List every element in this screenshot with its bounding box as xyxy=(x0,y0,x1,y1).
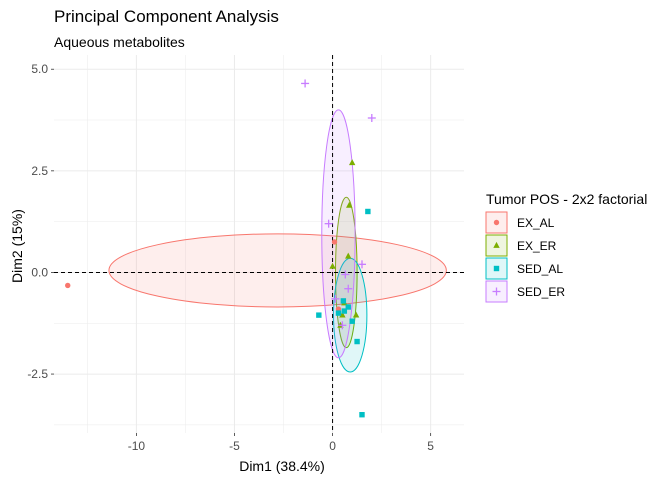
y-tick-label: -2.5 xyxy=(27,367,48,381)
point-sed-al xyxy=(341,308,348,314)
point-ex-er xyxy=(352,311,360,318)
legend-label: EX_AL xyxy=(517,216,555,230)
point-sed-er xyxy=(341,270,350,279)
point-ex-al xyxy=(335,306,342,312)
point-sed-al xyxy=(345,304,351,310)
data-points xyxy=(65,79,376,418)
point-ex-al xyxy=(331,239,338,245)
point-sed-al xyxy=(340,298,347,304)
point-sed-al xyxy=(354,338,360,345)
x-axis-title: Dim1 (38.4%) xyxy=(239,458,325,474)
chart-title: Principal Component Analysis xyxy=(54,7,279,26)
x-tick-label: 0 xyxy=(329,439,336,453)
point-sed-er xyxy=(344,284,353,293)
x-tick-label: -5 xyxy=(229,439,240,453)
legend-marker xyxy=(492,287,501,296)
legend-marker xyxy=(493,265,500,272)
ellipse-sed-er xyxy=(321,109,356,359)
legend-item-ex-al: EX_AL xyxy=(485,211,555,234)
y-tick-label: 2.5 xyxy=(31,164,48,178)
point-sed-er xyxy=(324,219,333,228)
legend: EX_AL EX_ER SED_AL SED_ER xyxy=(485,211,565,303)
legend-item-sed-al: SED_AL xyxy=(485,257,563,280)
confidence-ellipses xyxy=(108,109,447,373)
point-sed-er xyxy=(357,260,366,269)
point-ex-er xyxy=(348,159,356,166)
tick-labels: -10 -5 0 5 -2.5 0.0 2.5 5.0 xyxy=(27,62,434,453)
y-tick-label: 0.0 xyxy=(31,265,48,279)
point-ex-er xyxy=(339,311,346,318)
point-ex-al xyxy=(65,282,71,289)
reference-lines xyxy=(54,55,464,433)
point-ex-er xyxy=(346,201,353,208)
x-tick-label: -10 xyxy=(128,439,146,453)
legend-label: EX_ER xyxy=(517,239,557,253)
chart-subtitle: Aqueous metabolites xyxy=(54,34,185,50)
point-sed-er xyxy=(301,79,310,88)
legend-item-ex-er: EX_ER xyxy=(485,234,557,257)
point-sed-er xyxy=(367,114,376,122)
y-axis-title: Dim2 (15%) xyxy=(9,209,25,283)
point-sed-al xyxy=(335,310,342,316)
point-ex-er xyxy=(345,252,352,259)
legend-title: Tumor POS - 2x2 factorial xyxy=(486,191,647,207)
point-ex-er xyxy=(329,262,336,269)
point-sed-er xyxy=(331,294,340,303)
ellipse-ex-al xyxy=(108,233,447,308)
x-tick-label: 5 xyxy=(427,439,434,453)
legend-label: SED_ER xyxy=(517,285,565,299)
point-sed-al xyxy=(316,312,322,318)
point-sed-er xyxy=(338,321,347,330)
legend-marker xyxy=(493,219,500,226)
y-tick-label: 5.0 xyxy=(31,62,48,76)
point-sed-al xyxy=(365,208,371,215)
legend-label: SED_AL xyxy=(517,262,563,276)
legend-item-sed-er: SED_ER xyxy=(485,280,565,303)
point-sed-al xyxy=(349,318,355,324)
point-sed-al xyxy=(359,412,365,418)
legend-marker xyxy=(493,241,500,248)
